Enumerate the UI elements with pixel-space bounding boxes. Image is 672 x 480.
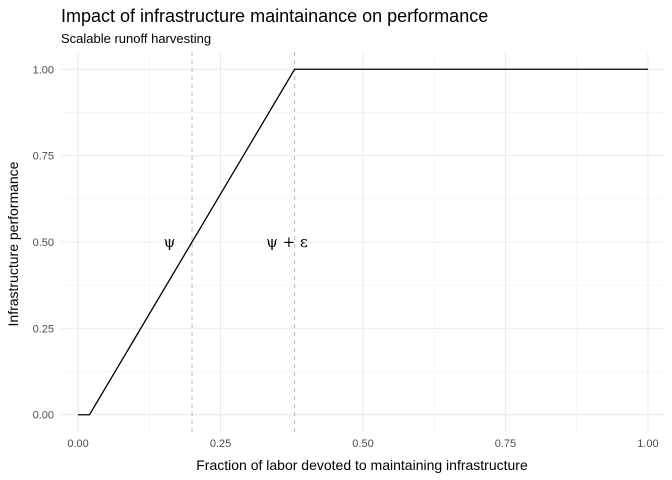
series-layer <box>78 68 648 416</box>
y-tick-label: 0.75 <box>33 151 54 163</box>
grid <box>61 52 665 432</box>
annotation-label: ψ + ε <box>266 233 308 251</box>
x-tick-label: 0.50 <box>352 438 373 450</box>
x-tick-label: 0.75 <box>495 438 516 450</box>
x-tick-label: 0.00 <box>67 438 88 450</box>
y-tick-label: 0.00 <box>33 410 54 422</box>
x-axis-title: Fraction of labor devoted to maintaining… <box>196 457 528 473</box>
y-tick-label: 0.25 <box>33 323 54 335</box>
chart-title: Impact of infrastructure maintainance on… <box>61 6 488 26</box>
y-tick-label: 0.50 <box>33 237 54 249</box>
x-tick-label: 1.00 <box>637 438 658 450</box>
y-axis-ticks: 0.00 0.25 0.50 0.75 1.00 <box>33 64 54 421</box>
x-axis-ticks: 0.00 0.25 0.50 0.75 1.00 <box>67 438 658 450</box>
chart-subtitle: Scalable runoff harvesting <box>61 31 211 46</box>
series-line <box>78 68 648 416</box>
annotations: ψ ψ + ε <box>164 233 308 251</box>
x-tick-label: 0.25 <box>210 438 231 450</box>
annotation-label: ψ <box>164 233 176 251</box>
y-tick-label: 1.00 <box>33 64 54 76</box>
y-axis-title: Infrastructure performance <box>5 161 21 326</box>
